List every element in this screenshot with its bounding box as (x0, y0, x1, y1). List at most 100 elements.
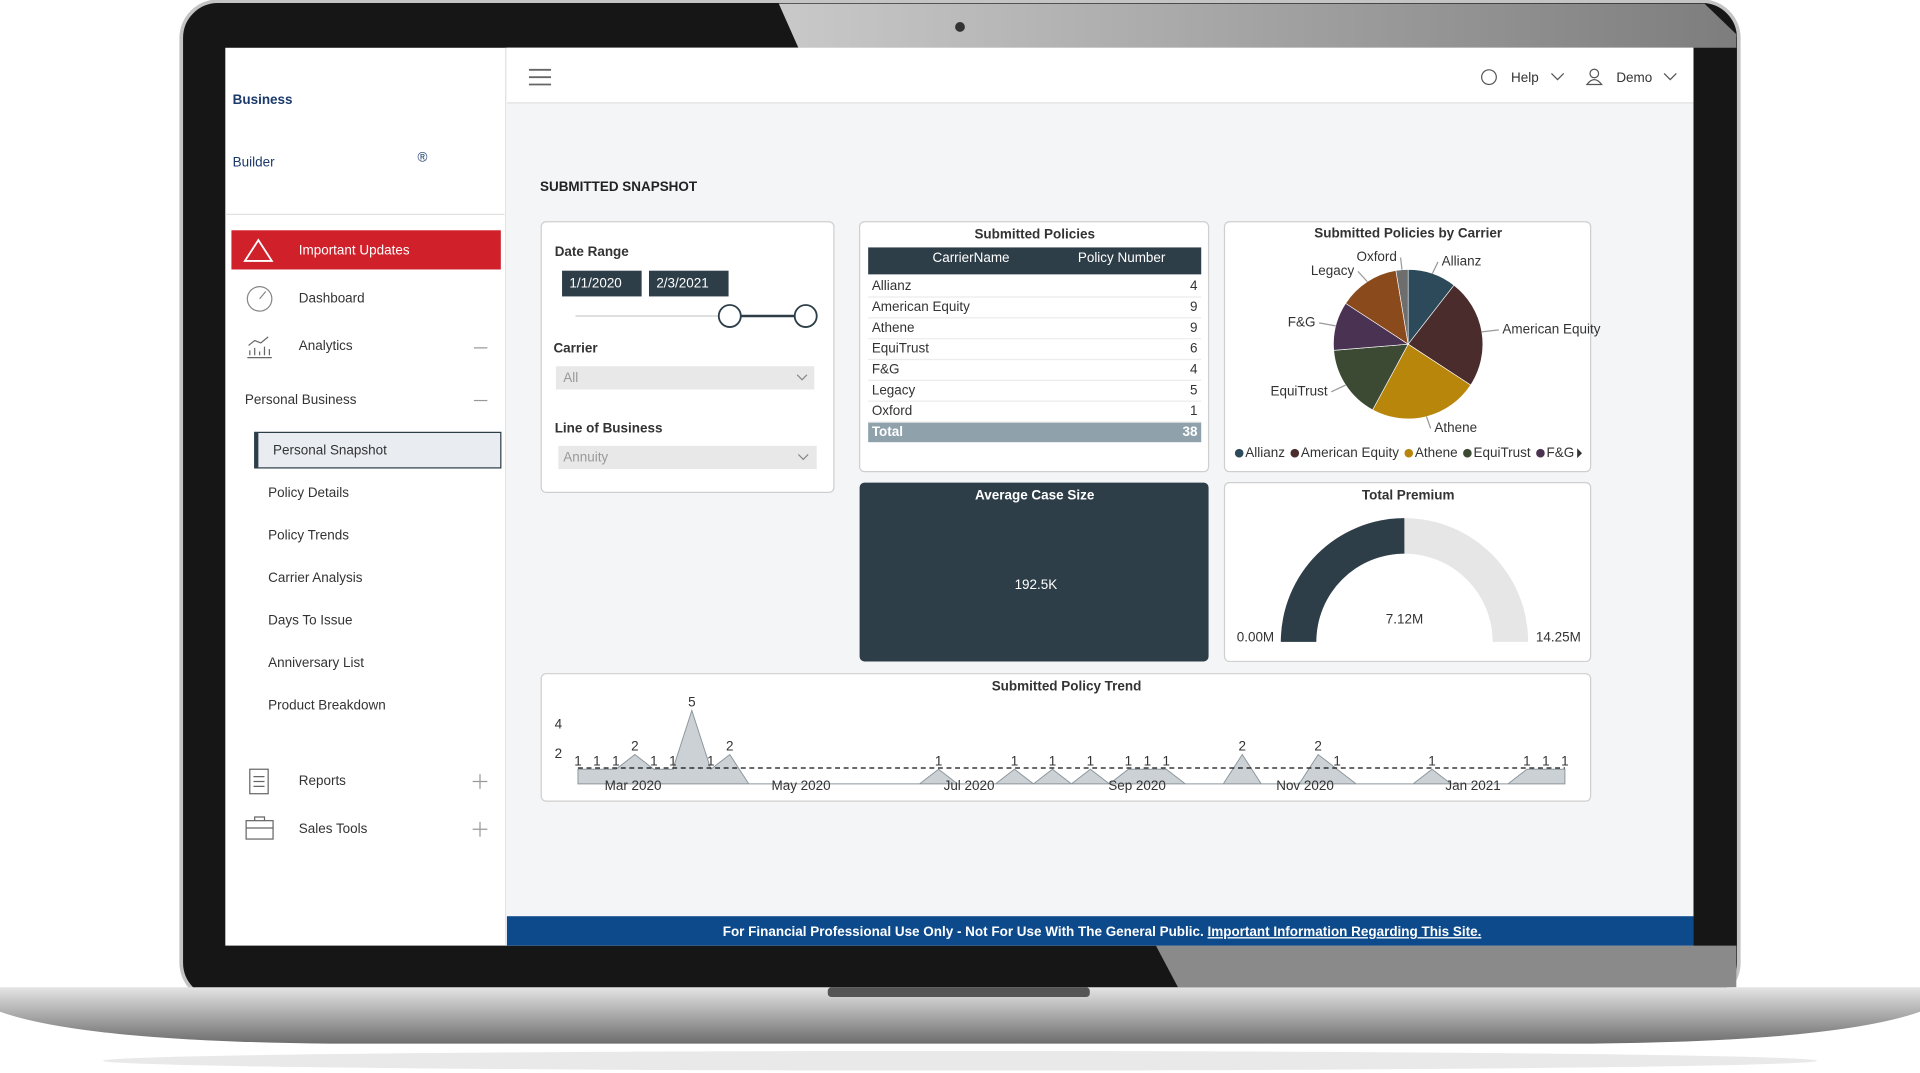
nav-sub-item[interactable]: Anniversary List (268, 655, 364, 670)
data-label: 1 (1428, 753, 1435, 768)
logo: Business (233, 92, 293, 107)
filter-label: Carrier (553, 341, 598, 356)
nav-sub-item[interactable]: Policy Trends (268, 527, 349, 542)
pie-chart: Allianz American Equity Athene EquiTrust F&G… (1234, 249, 1601, 460)
icon (1481, 69, 1497, 86)
cell: F&G (872, 361, 900, 376)
x-tick-label: Nov 2020 (1276, 778, 1334, 793)
legend-swatch (1234, 448, 1244, 458)
filter-label: Date Range (555, 244, 630, 259)
cell: Oxford (872, 403, 912, 418)
nav-sub-item[interactable]: Days To Issue (268, 612, 352, 627)
menu-button[interactable] (528, 68, 552, 86)
x-tick-label: Sep 2020 (1108, 778, 1166, 793)
data-label: 1 (612, 753, 619, 768)
card-title: Submitted Policies (974, 227, 1094, 242)
legend-swatch (1290, 448, 1300, 458)
gauge-min-label: 0.00M (1237, 630, 1274, 645)
nav-label[interactable]: Analytics (299, 338, 353, 353)
slice-label: EquiTrust (1270, 383, 1327, 398)
slice-label: Athene (1434, 420, 1477, 435)
dropdown-value[interactable]: Annuity (563, 450, 608, 465)
total-value: 38 (1183, 424, 1198, 439)
cell: 1 (1190, 403, 1197, 418)
nav-label[interactable]: Reports (299, 773, 346, 788)
icon (245, 820, 274, 840)
data-label: 5 (688, 695, 695, 710)
date-input[interactable] (562, 270, 642, 297)
nav-sub-item[interactable]: Personal Snapshot (273, 442, 387, 457)
card-title: Submitted Policy Trend (992, 679, 1142, 694)
y-tick-label: 2 (555, 746, 562, 761)
camera (955, 22, 965, 32)
leader-line (1425, 416, 1432, 429)
pie-slice (1333, 343, 1409, 411)
icon (253, 775, 265, 787)
icon (246, 286, 273, 312)
leader-line (1331, 384, 1346, 393)
nav-sub-item[interactable]: Product Breakdown (268, 697, 386, 712)
dropdown[interactable] (558, 445, 817, 470)
footer-notice: For Financial Professional Use Only - No… (723, 924, 1482, 939)
card-title: Submitted Policies by Carrier (1314, 226, 1503, 241)
nav-label[interactable]: Dashboard (299, 290, 365, 305)
date-value[interactable]: 2/3/2021 (656, 276, 708, 291)
leader-line (1357, 270, 1368, 283)
logo: Builder (233, 154, 275, 169)
data-label: 1 (1523, 753, 1530, 768)
cell: Allianz (872, 278, 912, 293)
slider-thumb[interactable] (793, 304, 818, 328)
help-menu[interactable]: Help (1511, 70, 1539, 85)
legend-swatch (1404, 448, 1414, 458)
gauge-value-label: 7.12M (1386, 611, 1423, 626)
nav-sub-item[interactable]: Policy Details (268, 485, 349, 500)
cell: 6 (1190, 341, 1197, 356)
data-label: 2 (1238, 739, 1245, 754)
nav-item[interactable] (231, 230, 501, 270)
data-label: 2 (1314, 739, 1321, 754)
nav-label[interactable]: Sales Tools (299, 821, 368, 836)
footer-link[interactable]: Important Information Regarding This Sit… (1208, 924, 1482, 939)
cell: 9 (1190, 320, 1197, 335)
column-header: Policy Number (1078, 250, 1166, 265)
expand[interactable] (472, 821, 488, 837)
user-menu[interactable]: Demo (1616, 70, 1652, 85)
dropdown[interactable] (555, 366, 815, 390)
dropdown-value[interactable]: All (563, 370, 578, 385)
data-label: 1 (593, 753, 600, 768)
logo-mark: ® (418, 150, 428, 165)
data-label: 1 (1049, 753, 1056, 768)
y-tick-label: 4 (555, 717, 563, 732)
leader-line (1399, 257, 1403, 270)
slice-label: F&G (1288, 314, 1316, 329)
nav-label[interactable]: Personal Business (245, 392, 357, 407)
icon (259, 291, 267, 300)
slider-thumb[interactable] (717, 304, 742, 328)
legend-label: EquiTrust (1474, 445, 1531, 460)
pie-slice (1395, 269, 1409, 345)
kpi-value: 192.5K (1015, 577, 1058, 592)
data-label: 1 (1542, 753, 1549, 768)
filter-label: Line of Business (555, 420, 663, 435)
legend-next[interactable] (1577, 448, 1583, 459)
reflection (1155, 945, 1737, 988)
data-label: 1 (1087, 753, 1094, 768)
expand[interactable] (472, 774, 488, 789)
legend-label: Allianz (1245, 445, 1285, 460)
leader-line (1319, 322, 1336, 327)
card (858, 221, 1210, 473)
legend-label: American Equity (1301, 445, 1399, 460)
date-input[interactable] (648, 270, 729, 297)
icon (246, 816, 274, 829)
icon (249, 768, 269, 795)
chevron (1663, 73, 1677, 81)
cell: Athene (872, 320, 915, 335)
nav-sub-item[interactable]: Carrier Analysis (268, 570, 363, 585)
nav-label[interactable]: Important Updates (299, 243, 410, 258)
x-tick-label: Jan 2021 (1445, 778, 1500, 793)
chevron (797, 453, 809, 461)
date-value[interactable]: 1/1/2020 (569, 276, 621, 291)
